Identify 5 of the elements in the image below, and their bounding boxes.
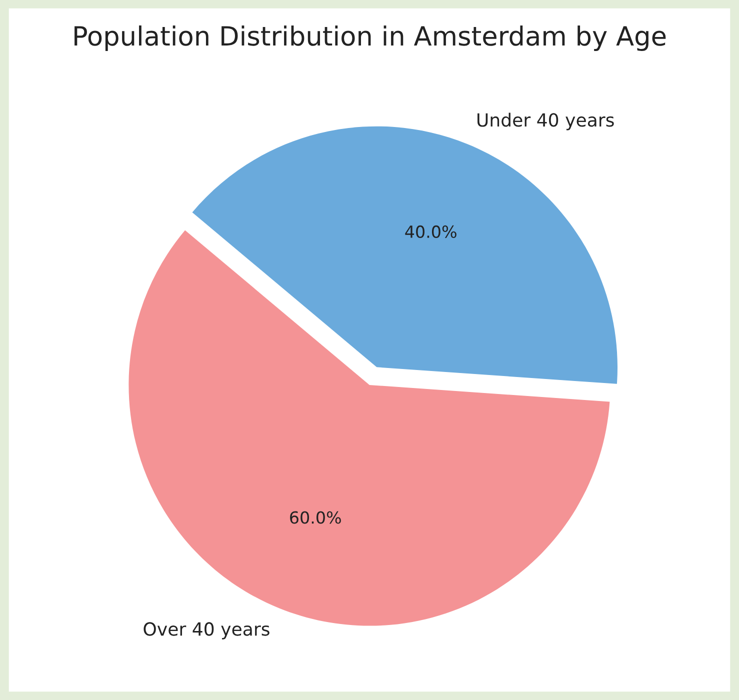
slice-label: Under 40 years xyxy=(478,112,614,130)
data-label: 40.0% xyxy=(405,225,456,238)
chart-title: Population Distribution in Amsterdam by Age xyxy=(74,25,666,51)
data-label: 60.0% xyxy=(290,511,341,524)
slice-label: Over 40 years xyxy=(144,622,270,640)
